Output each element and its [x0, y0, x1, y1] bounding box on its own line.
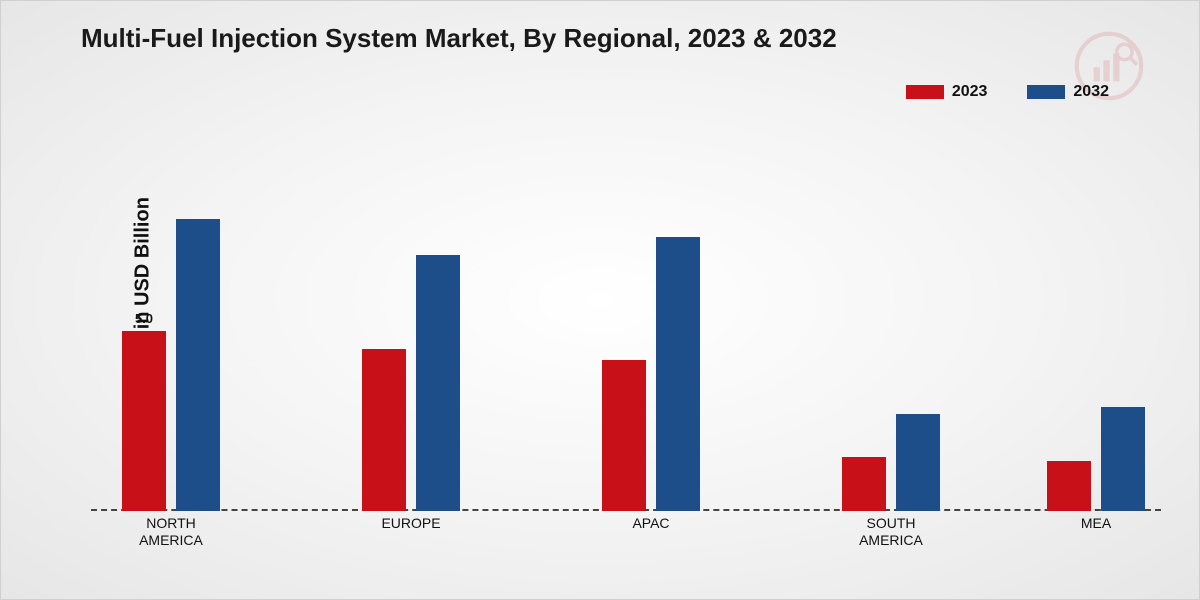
- legend-item: 2023: [906, 83, 988, 101]
- x-axis-category-label: MEA: [1026, 515, 1166, 532]
- bar: [362, 349, 406, 511]
- legend-item: 2032: [1027, 83, 1109, 101]
- x-axis-category-label: APAC: [581, 515, 721, 532]
- x-axis-labels: NORTH AMERICAEUROPEAPACSOUTH AMERICAMEA: [91, 515, 1161, 565]
- bar-group: [581, 237, 721, 511]
- bar: [602, 360, 646, 511]
- bar: [896, 414, 940, 511]
- bar: [656, 237, 700, 511]
- bar-group: [821, 414, 961, 511]
- bar-value-label: 5.0: [135, 311, 153, 326]
- legend-label: 2023: [952, 83, 988, 101]
- bar-group: 5.0: [101, 219, 241, 511]
- bar-group: [1026, 407, 1166, 511]
- bar: [842, 457, 886, 511]
- legend-swatch: [906, 85, 944, 99]
- x-axis-category-label: EUROPE: [341, 515, 481, 532]
- bar: [1047, 461, 1091, 511]
- chart-title: Multi-Fuel Injection System Market, By R…: [81, 23, 837, 54]
- x-axis-category-label: SOUTH AMERICA: [821, 515, 961, 549]
- legend-swatch: [1027, 85, 1065, 99]
- x-axis-category-label: NORTH AMERICA: [101, 515, 241, 549]
- bar: [416, 255, 460, 511]
- legend: 2023 2032: [906, 83, 1109, 101]
- plot-area: 5.0: [91, 151, 1161, 511]
- bar: 5.0: [122, 331, 166, 511]
- bar-group: [341, 255, 481, 511]
- bar: [1101, 407, 1145, 511]
- bar: [176, 219, 220, 511]
- legend-label: 2032: [1073, 83, 1109, 101]
